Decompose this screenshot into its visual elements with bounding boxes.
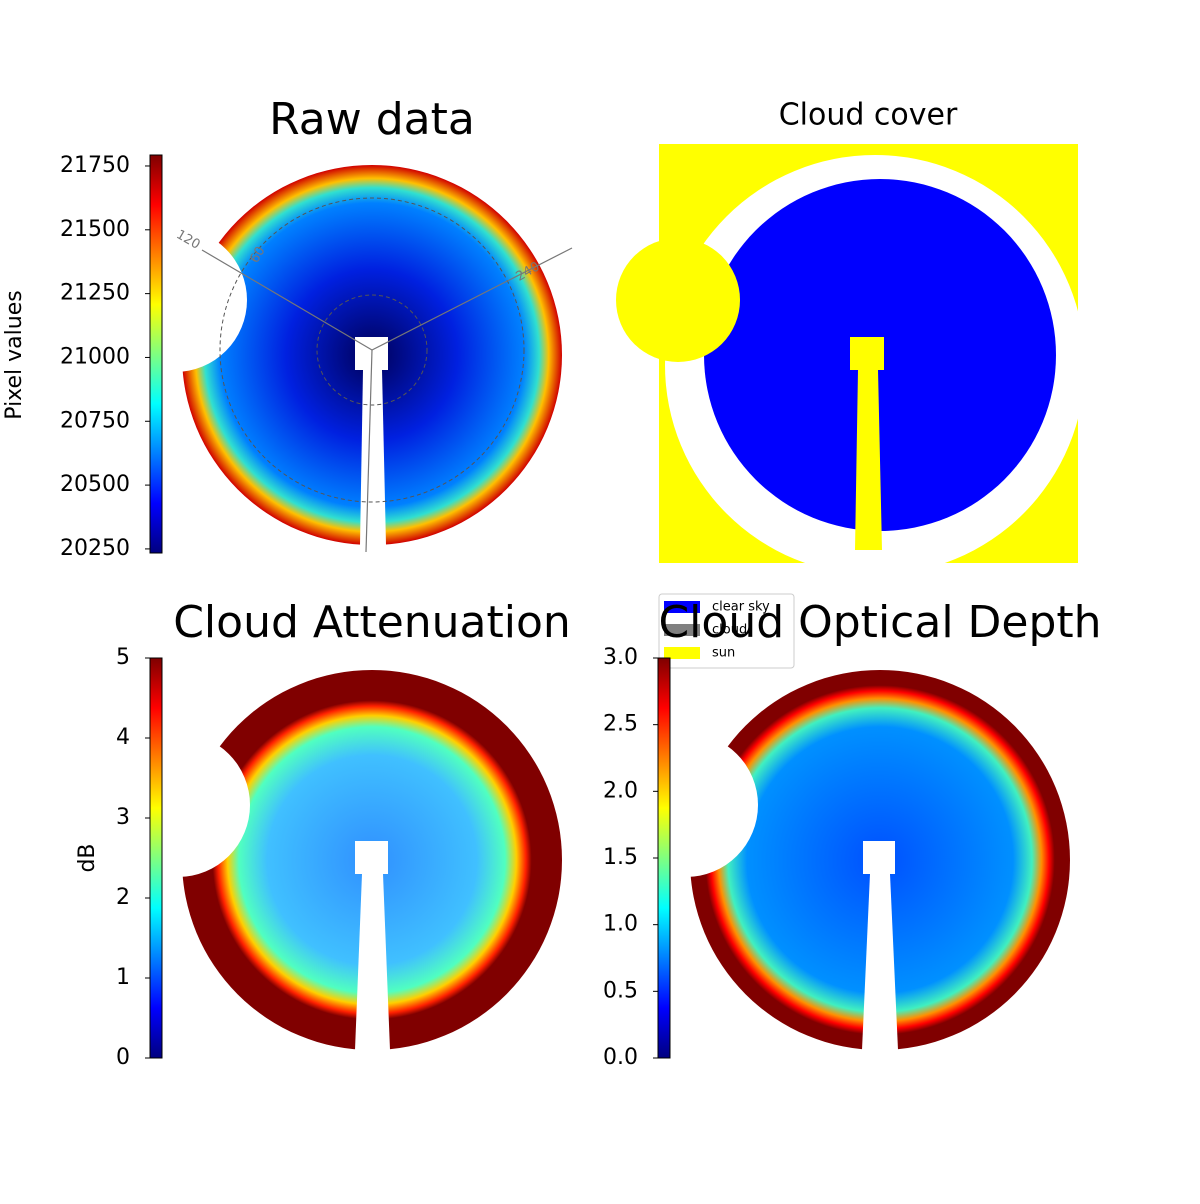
- colorbar-tick-label: 3: [116, 805, 130, 830]
- colorbar-tick-label: 21250: [60, 281, 130, 306]
- polar-annotation: 60: [247, 244, 268, 266]
- colorbar-tick-label: 1: [116, 965, 130, 990]
- colorbar-tick-label: 2.5: [603, 712, 638, 737]
- colorbar: [149, 657, 163, 1059]
- colorbar-tick-label: 5: [116, 645, 130, 670]
- colorbar-tick-label: 21000: [60, 344, 130, 369]
- legend-swatch: [664, 647, 700, 659]
- panel-title: Raw data: [269, 94, 475, 145]
- colorbar-tick-label: 2: [116, 885, 130, 910]
- colorbar-tick-label: 3.0: [603, 645, 638, 670]
- legend-label: sun: [712, 646, 735, 661]
- colorbar-tick-label: 1.0: [603, 912, 638, 937]
- panel-title: Cloud Optical Depth: [658, 597, 1101, 648]
- colorbar-tick-label: 20500: [60, 472, 130, 497]
- colorbar-label: dB: [75, 843, 100, 872]
- legend-swatch: [664, 601, 700, 613]
- attenuation-image: [106, 670, 562, 1050]
- legend-label: clear sky: [712, 600, 770, 615]
- colorbar-tick-label: 21750: [60, 153, 130, 178]
- raw-image: [103, 165, 573, 553]
- panel-title: Cloud cover: [779, 98, 958, 133]
- legend-label: cloud: [712, 623, 747, 638]
- colorbar-tick-label: 0.0: [603, 1045, 638, 1070]
- colorbar-tick-label: 0: [116, 1045, 130, 1070]
- colorbar-tick-label: 21500: [60, 217, 130, 242]
- legend-swatch: [664, 624, 700, 636]
- colorbar-tick-label: 4: [116, 725, 130, 750]
- colorbar-tick-label: 1.5: [603, 845, 638, 870]
- colorbar: [657, 657, 671, 1059]
- panel-title: Cloud Attenuation: [173, 597, 571, 648]
- colorbar-label: Pixel values: [2, 290, 27, 419]
- optical-depth-image: [614, 670, 1070, 1050]
- colorbar: [149, 154, 163, 554]
- cloud-cover-image: [616, 144, 1085, 575]
- colorbar-tick-label: 0.5: [603, 978, 638, 1003]
- legend: clear sky cloud sun: [658, 593, 795, 669]
- colorbar-tick-label: 20750: [60, 408, 130, 433]
- colorbar-tick-label: 2.0: [603, 778, 638, 803]
- colorbar-tick-label: 20250: [60, 536, 130, 561]
